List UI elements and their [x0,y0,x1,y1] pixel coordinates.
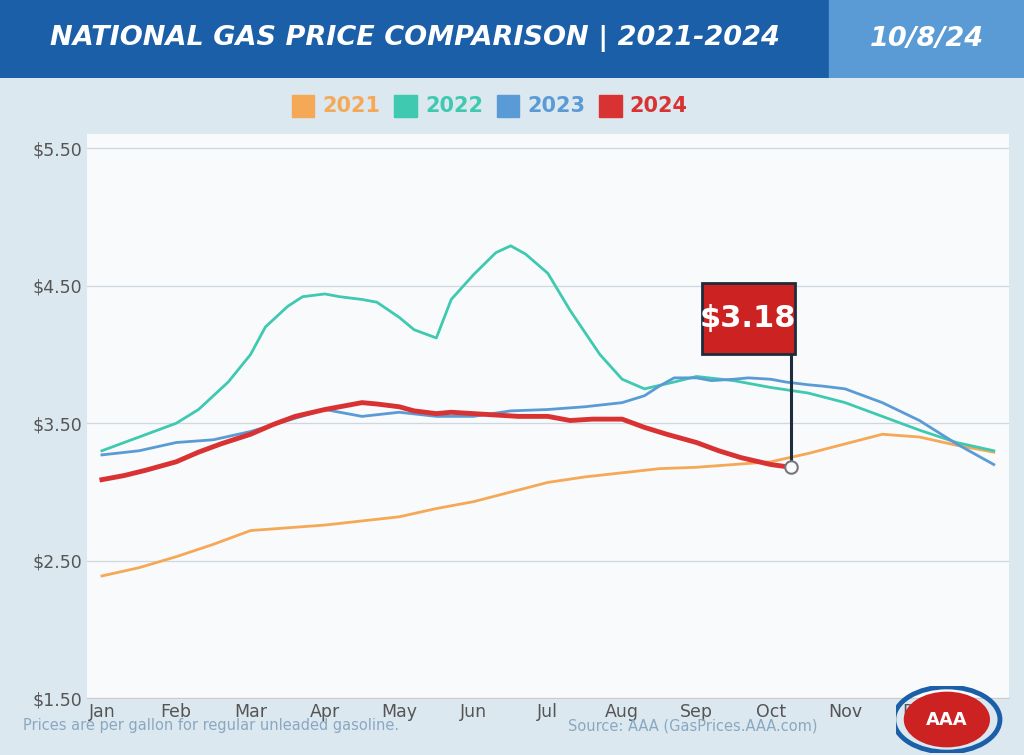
Ellipse shape [904,692,990,747]
Bar [599,95,622,118]
Bar [829,0,1024,78]
Bar [497,95,519,118]
FancyBboxPatch shape [701,283,795,355]
Text: 10/8/24: 10/8/24 [869,26,984,52]
Text: Source: AAA (GasPrices.AAA.com): Source: AAA (GasPrices.AAA.com) [568,718,818,733]
Text: 2021: 2021 [323,96,381,116]
Bar [394,95,417,118]
Text: 2024: 2024 [630,96,688,116]
Text: AAA: AAA [926,710,968,729]
Text: NATIONAL GAS PRICE COMPARISON | 2021-2024: NATIONAL GAS PRICE COMPARISON | 2021-202… [50,26,779,52]
Bar [0,0,829,78]
Text: 2023: 2023 [527,96,586,116]
Text: 2022: 2022 [425,96,483,116]
Bar [292,95,314,118]
Text: $3.18: $3.18 [699,304,797,333]
Text: Prices are per gallon for regular unleaded gasoline.: Prices are per gallon for regular unlead… [23,718,398,733]
